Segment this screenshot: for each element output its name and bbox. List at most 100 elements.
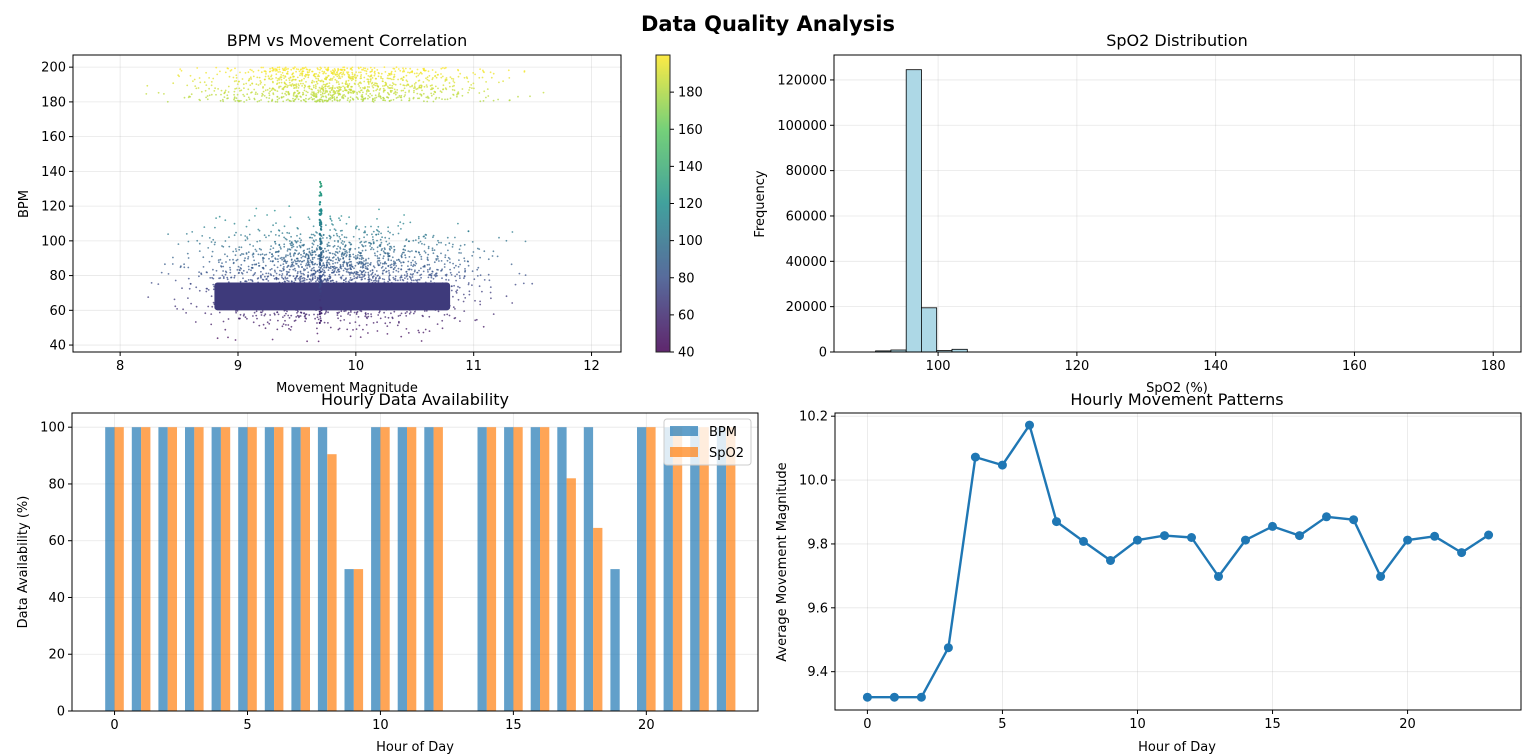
scatter-point (420, 258, 423, 260)
scatter-panel: BPM vs Movement Correlation 8 9 10 11 12 406… (17, 31, 703, 396)
scatter-point (370, 70, 372, 73)
scatter-point (352, 235, 355, 238)
scatter-point (266, 321, 269, 324)
scatter-point (331, 79, 333, 81)
scatter-point (445, 278, 447, 281)
scatter-point (315, 80, 318, 83)
scatter-point (410, 261, 413, 264)
scatter-point (300, 99, 302, 102)
scatter-point (454, 236, 456, 239)
spo2-bar (167, 427, 177, 711)
scatter-point (376, 330, 379, 332)
scatter-point (467, 260, 469, 263)
scatter-point (440, 241, 442, 244)
movement-point (1349, 515, 1359, 525)
scatter-point (283, 245, 286, 248)
scatter-point (394, 83, 397, 86)
scatter-point (360, 98, 363, 101)
scatter-point (303, 277, 305, 279)
scatter-spike-point (320, 312, 323, 315)
scatter-point (344, 310, 347, 312)
scatter-point (289, 216, 292, 219)
scatter-point (286, 272, 289, 275)
scatter-point (378, 310, 381, 313)
bpm-bar (344, 569, 354, 711)
x-tick-label: 0 (110, 718, 118, 733)
scatter-point (397, 232, 400, 235)
scatter-point (353, 277, 356, 280)
scatter-point (305, 81, 307, 83)
scatter-point (236, 93, 239, 96)
scatter-point (329, 79, 332, 81)
spo2-bar (486, 427, 497, 711)
scatter-point (373, 83, 375, 86)
scatter-point (269, 90, 271, 93)
scatter-point (290, 325, 293, 328)
bpm-bar (397, 427, 407, 711)
scatter-point (286, 260, 289, 263)
scatter-point (221, 274, 224, 277)
scatter-point (264, 264, 267, 267)
scatter-point (286, 279, 289, 282)
scatter-point (349, 91, 351, 94)
scatter-point (261, 278, 264, 281)
scatter-point (433, 249, 436, 252)
scatter-point (331, 72, 334, 74)
scatter-point (281, 92, 284, 95)
scatter-point (203, 81, 206, 84)
scatter-point (421, 314, 424, 317)
bpm-bar (610, 569, 620, 711)
scatter-point (437, 239, 439, 242)
spo2-bar (220, 427, 231, 711)
scatter-point (331, 87, 334, 89)
scatter-point (449, 76, 452, 78)
scatter-point (483, 71, 485, 74)
scatter-point (312, 84, 315, 87)
scatter-point (327, 266, 330, 269)
scatter-point (371, 77, 374, 79)
y-tick-label: 140 (41, 165, 66, 180)
scatter-point (360, 273, 363, 275)
scatter-point (302, 268, 305, 270)
scatter-point (311, 279, 314, 281)
spo2-bar (699, 427, 709, 711)
scatter-point (333, 96, 336, 98)
scatter-point (447, 279, 450, 281)
scatter-point (457, 68, 459, 71)
scatter-point (292, 84, 295, 86)
scatter-point (322, 237, 324, 239)
scatter-point (350, 85, 352, 88)
scatter-point (298, 70, 301, 73)
scatter-point (331, 269, 334, 271)
scatter-point (364, 277, 366, 280)
scatter-point (316, 322, 318, 324)
scatter-point (233, 80, 236, 83)
scatter-point (391, 316, 394, 319)
scatter-point (370, 273, 373, 276)
scatter-point (221, 98, 224, 101)
scatter-point (338, 327, 341, 330)
scatter-point (232, 258, 234, 261)
scatter-spike-point (318, 274, 321, 277)
scatter-point (325, 224, 327, 227)
scatter-point (400, 99, 403, 102)
scatter-point (258, 229, 261, 232)
scatter-point (314, 94, 316, 96)
spo2-bar (593, 527, 603, 711)
scatter-point (379, 95, 381, 97)
colorbar-tick-label: 160 (678, 123, 703, 138)
scatter-point (367, 315, 370, 318)
scatter-point (351, 77, 354, 80)
scatter-point (468, 290, 471, 293)
scatter-point (288, 317, 291, 319)
scatter-point (327, 322, 329, 324)
scatter-point (271, 253, 273, 256)
scatter-point (333, 98, 336, 100)
scatter-point (478, 92, 481, 94)
scatter-point (296, 246, 299, 248)
scatter-point (224, 71, 227, 74)
scatter-point (343, 310, 346, 313)
scatter-point (356, 93, 359, 95)
scatter-point (186, 84, 189, 87)
scatter-point (339, 258, 342, 260)
